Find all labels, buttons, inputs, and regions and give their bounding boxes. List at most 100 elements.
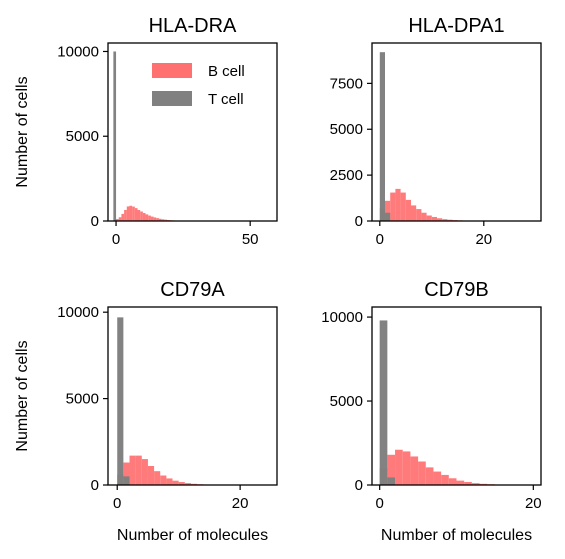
- histogram-bar: [464, 481, 472, 485]
- histogram-bar: [178, 482, 185, 485]
- y-tick-label: 0: [355, 477, 363, 494]
- histogram-bar: [164, 219, 168, 221]
- histogram-bar: [113, 51, 117, 222]
- histogram-bar: [395, 449, 403, 485]
- histogram-bar: [116, 218, 119, 221]
- chart-title: CD79A: [160, 279, 225, 301]
- histogram-bar: [118, 217, 122, 221]
- histogram-bar: [145, 214, 149, 221]
- series-b-cell: [379, 188, 489, 221]
- y-tick-label: 7500: [330, 75, 363, 92]
- histogram-bar: [379, 320, 388, 485]
- histogram-panel-1: 0 20 0 2500 5000 7500 HLA-DPA1: [330, 15, 542, 248]
- histogram-bar: [154, 471, 161, 485]
- histogram-bar: [402, 451, 411, 485]
- histogram-bar: [387, 454, 396, 485]
- series-t-cell: [117, 317, 130, 485]
- histogram-bar: [387, 477, 396, 485]
- x-tick-label: 0: [376, 495, 384, 512]
- histogram-bar: [121, 213, 125, 221]
- histogram-bar: [437, 218, 443, 221]
- series-t-cell: [379, 320, 396, 485]
- y-tick-label: 5000: [66, 128, 99, 145]
- histogram-bar: [426, 215, 432, 221]
- y-tick-label: 10000: [57, 43, 99, 60]
- legend-swatch-b-cell: [152, 63, 192, 78]
- histogram-bar: [140, 211, 143, 221]
- histogram-bar: [390, 192, 396, 221]
- histogram-bar: [425, 467, 434, 485]
- x-tick-label: 0: [376, 231, 384, 248]
- histogram-bar: [135, 455, 142, 485]
- histogram-bar: [405, 199, 411, 221]
- histogram-bar: [161, 219, 165, 221]
- histogram-bar: [385, 200, 391, 221]
- y-tick-label: 5000: [330, 121, 363, 138]
- x-tick-label: 50: [242, 231, 259, 248]
- series-b-cell: [379, 449, 511, 485]
- histogram-bar: [126, 206, 130, 221]
- y-tick-label: 0: [91, 477, 99, 494]
- chart-title: CD79B: [424, 279, 488, 301]
- y-tick-label: 5000: [66, 391, 99, 408]
- histogram-bar: [433, 471, 442, 485]
- y-tick-label: 0: [355, 213, 363, 230]
- y-tick-label: 10000: [321, 309, 363, 326]
- y-tick-label: 10000: [57, 304, 99, 321]
- x-tick-label: 20: [525, 495, 542, 512]
- histogram-bar: [416, 209, 422, 221]
- y-tick-label: 2500: [330, 167, 363, 184]
- y-tick-label: 0: [91, 213, 99, 230]
- histogram-bar: [123, 476, 130, 485]
- histogram-bar: [379, 52, 385, 222]
- histogram-bar: [124, 209, 127, 221]
- histogram-bar: [456, 480, 465, 485]
- y-tick-label: 5000: [330, 393, 363, 410]
- histogram-bar: [400, 192, 406, 221]
- chart-title: HLA-DPA1: [408, 15, 504, 37]
- histogram-bar: [471, 483, 480, 485]
- histogram-bar: [448, 478, 457, 485]
- x-axis-label: Number of molecules: [117, 527, 268, 544]
- histogram-bar: [410, 456, 419, 485]
- y-axis-label: Number of cells: [14, 76, 31, 187]
- legend: B cell T cell: [152, 63, 245, 108]
- histogram-bar: [142, 213, 146, 221]
- histogram-bar: [441, 474, 449, 485]
- histogram-bar: [117, 317, 124, 485]
- x-tick-label: 0: [112, 231, 120, 248]
- histogram-bar: [158, 218, 162, 221]
- histogram-bar: [134, 208, 138, 221]
- axes-frame: [371, 306, 542, 486]
- series-b-cell: [117, 455, 222, 485]
- histogram-bar: [395, 188, 401, 221]
- x-axis-label: Number of molecules: [381, 527, 532, 544]
- histogram-bar: [385, 212, 391, 221]
- series-b-cell: [116, 205, 184, 221]
- legend-label: B cell: [208, 63, 245, 80]
- histogram-bar: [137, 209, 141, 221]
- series-t-cell: [379, 52, 391, 222]
- histogram-bar: [148, 215, 151, 221]
- histogram-bar: [141, 459, 148, 485]
- legend-label: T cell: [208, 91, 244, 108]
- histogram-bar: [160, 475, 167, 485]
- histogram-bar: [150, 216, 154, 221]
- legend-swatch-t-cell: [152, 91, 192, 106]
- x-tick-label: 20: [232, 495, 249, 512]
- axes-frame: [107, 306, 278, 486]
- series-t-cell: [113, 51, 117, 222]
- histogram-bar: [123, 462, 130, 485]
- chart-title: HLA-DRA: [149, 15, 237, 37]
- histogram-bar: [129, 455, 136, 485]
- histogram-bar: [129, 205, 133, 221]
- histogram-bar: [153, 217, 157, 221]
- x-tick-label: 0: [113, 495, 121, 512]
- histogram-bar: [132, 206, 135, 221]
- histogram-bar: [418, 461, 426, 485]
- histogram-panel-3: 0 20 0 5000 10000 CD79B Number of molecules: [321, 279, 541, 544]
- histogram-bar: [411, 205, 417, 221]
- axes-frame: [107, 42, 278, 222]
- x-tick-label: 20: [475, 231, 492, 248]
